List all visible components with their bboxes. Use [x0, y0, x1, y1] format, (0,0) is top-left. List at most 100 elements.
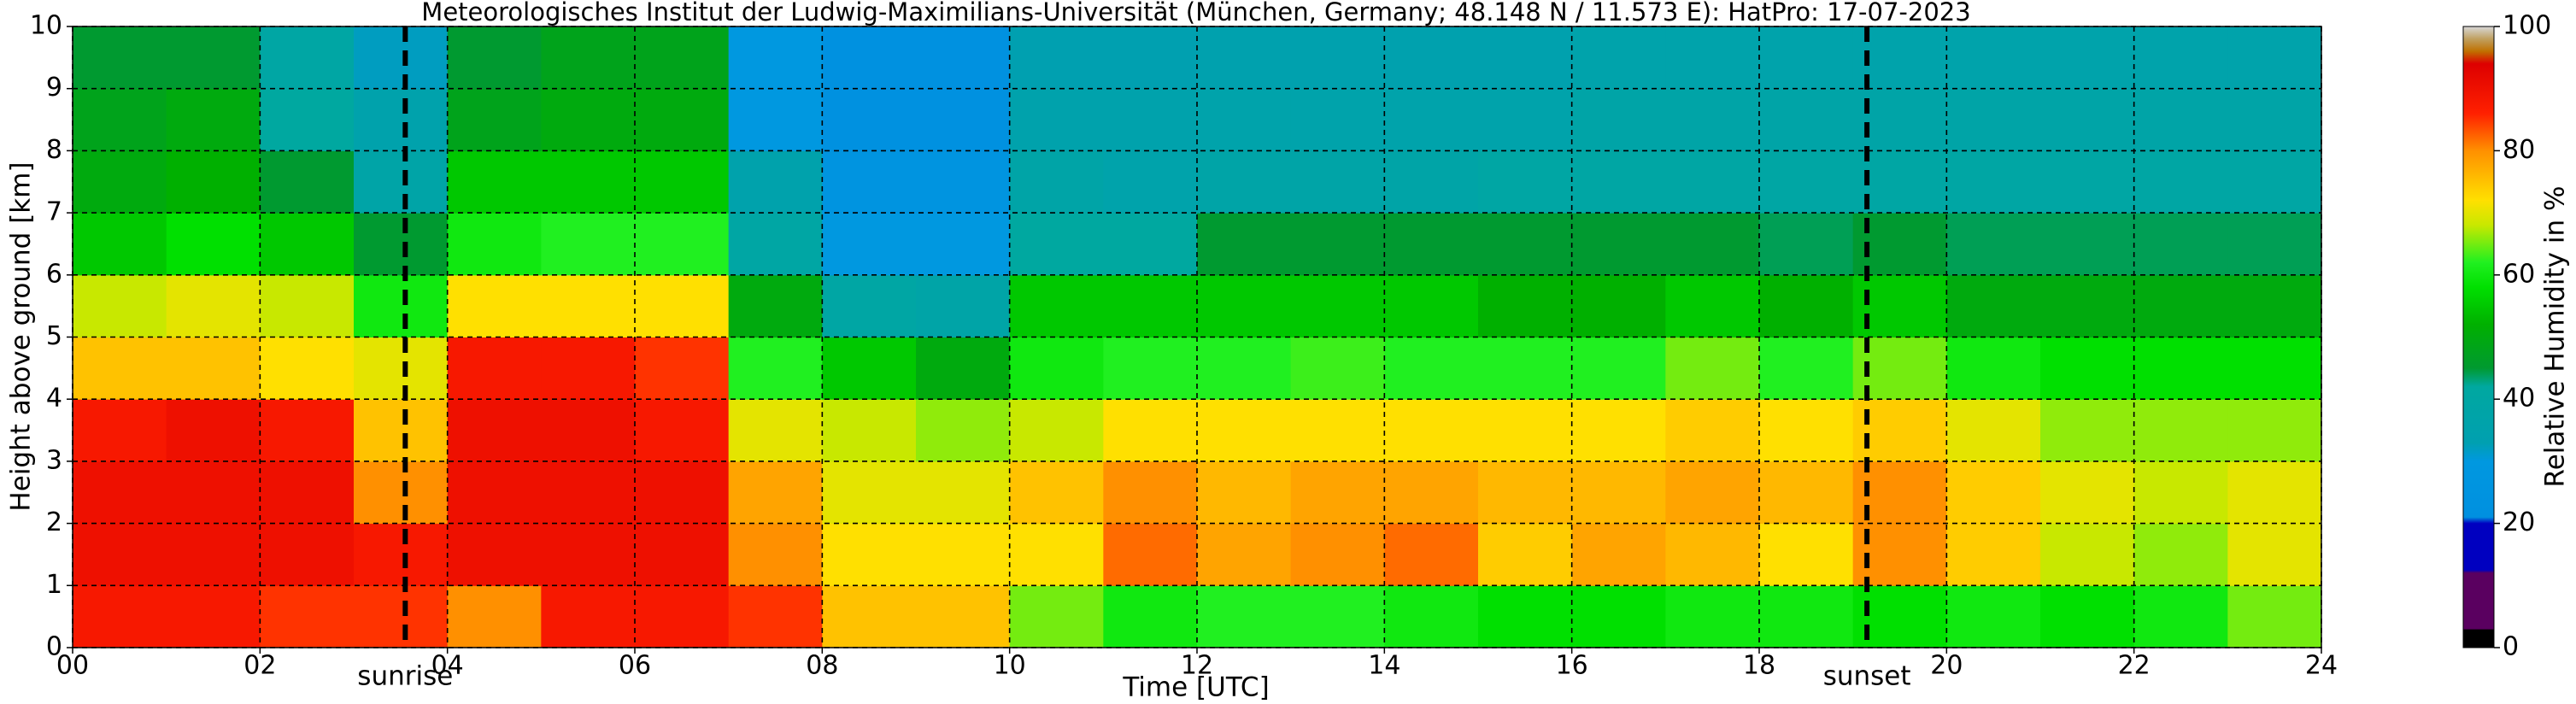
- heat-cell: [1571, 523, 1666, 586]
- heat-cell: [916, 399, 1011, 462]
- heat-cell: [1384, 523, 1479, 586]
- heat-cell: [2133, 461, 2228, 525]
- heat-cell: [1478, 274, 1573, 337]
- heat-cell: [447, 274, 542, 337]
- heat-cell: [635, 26, 730, 90]
- x-tick-label: 22: [2118, 651, 2151, 681]
- colorbar-tick-label: 60: [2503, 259, 2535, 289]
- x-tick-label: 04: [431, 651, 464, 681]
- heat-cell: [447, 399, 542, 462]
- heat-cell: [728, 585, 823, 648]
- heat-cell: [1665, 523, 1760, 586]
- heat-cell: [2040, 88, 2135, 151]
- colorbar-tick-label: 100: [2503, 11, 2551, 41]
- heat-cell: [2133, 88, 2228, 151]
- heat-cell: [354, 337, 449, 400]
- heat-cell: [260, 399, 355, 462]
- heat-cell: [1009, 150, 1104, 214]
- heat-cell: [354, 399, 449, 462]
- heat-cell: [260, 26, 355, 90]
- colorbar-tick-label: 20: [2503, 507, 2535, 537]
- heat-cell: [166, 88, 261, 151]
- heat-cell: [166, 213, 261, 276]
- heat-cell: [1009, 26, 1104, 90]
- heat-cell: [1009, 274, 1104, 337]
- heat-cell: [541, 150, 636, 214]
- heat-cell: [2040, 26, 2135, 90]
- y-tick-label: 6: [46, 259, 62, 289]
- heat-cell: [260, 274, 355, 337]
- heat-cell: [728, 213, 823, 276]
- heat-cell: [1197, 213, 1292, 276]
- heat-cell: [541, 274, 636, 337]
- heat-cell: [1103, 585, 1198, 648]
- heat-cell: [822, 274, 917, 337]
- heat-cell: [728, 150, 823, 214]
- heat-cell: [1009, 523, 1104, 586]
- y-tick-label: 1: [46, 570, 62, 600]
- annotation-label: sunset: [1823, 661, 1911, 692]
- heat-cell: [447, 213, 542, 276]
- heat-cell: [2133, 523, 2228, 586]
- heat-cell: [73, 337, 167, 400]
- colorbar: [2462, 26, 2495, 648]
- heat-cell: [166, 585, 261, 648]
- heat-cell: [1384, 274, 1479, 337]
- heat-cell: [541, 461, 636, 525]
- heat-cell: [354, 88, 449, 151]
- heat-cell: [1571, 337, 1666, 400]
- heat-cell: [1384, 399, 1479, 462]
- heat-cell: [1759, 274, 1854, 337]
- x-tick-label: 24: [2305, 651, 2338, 681]
- heat-cell: [1946, 523, 2041, 586]
- heat-cell: [2227, 523, 2322, 586]
- heat-cell: [260, 150, 355, 214]
- heat-cell: [1290, 461, 1385, 525]
- heat-cell: [2133, 274, 2228, 337]
- colorbar-label: Relative Humidity in %: [2540, 186, 2571, 488]
- heat-cell: [166, 26, 261, 90]
- heat-cell: [1290, 399, 1385, 462]
- heat-cell: [73, 150, 167, 214]
- heat-cell: [916, 26, 1011, 90]
- heat-cell: [1478, 585, 1573, 648]
- heat-cell: [2040, 150, 2135, 214]
- heat-cell: [1571, 274, 1666, 337]
- heat-cell: [1197, 337, 1292, 400]
- heat-cell: [822, 585, 917, 648]
- heat-cell: [73, 461, 167, 525]
- heat-cell: [1290, 150, 1385, 214]
- heat-cell: [1478, 461, 1573, 525]
- heat-cell: [2133, 26, 2228, 90]
- heat-cell: [1197, 399, 1292, 462]
- heat-cell: [354, 213, 449, 276]
- heat-cell: [447, 523, 542, 586]
- heat-cell: [1290, 274, 1385, 337]
- heat-cell: [166, 523, 261, 586]
- heat-cell: [822, 399, 917, 462]
- heat-cell: [1103, 26, 1198, 90]
- heat-cell: [260, 337, 355, 400]
- heat-cell: [822, 88, 917, 151]
- heat-cell: [916, 213, 1011, 276]
- heat-cell: [2227, 461, 2322, 525]
- heat-cell: [1665, 26, 1760, 90]
- x-tick-label: 00: [56, 651, 89, 681]
- heat-cell: [1571, 461, 1666, 525]
- heat-cell: [728, 461, 823, 525]
- heat-cell: [1384, 461, 1479, 525]
- x-tick-label: 12: [1181, 651, 1213, 681]
- heat-cell: [1009, 399, 1104, 462]
- heat-cell: [1759, 88, 1854, 151]
- heat-cell: [1103, 274, 1198, 337]
- x-tick-label: 18: [1743, 651, 1775, 681]
- heat-cell: [1571, 150, 1666, 214]
- heat-cell: [1384, 213, 1479, 276]
- heat-cell: [1478, 26, 1573, 90]
- heat-cell: [166, 337, 261, 400]
- y-tick-label: 10: [30, 11, 62, 41]
- heat-cell: [728, 88, 823, 151]
- annotation-label: sunrise: [357, 661, 453, 692]
- heat-cell: [635, 399, 730, 462]
